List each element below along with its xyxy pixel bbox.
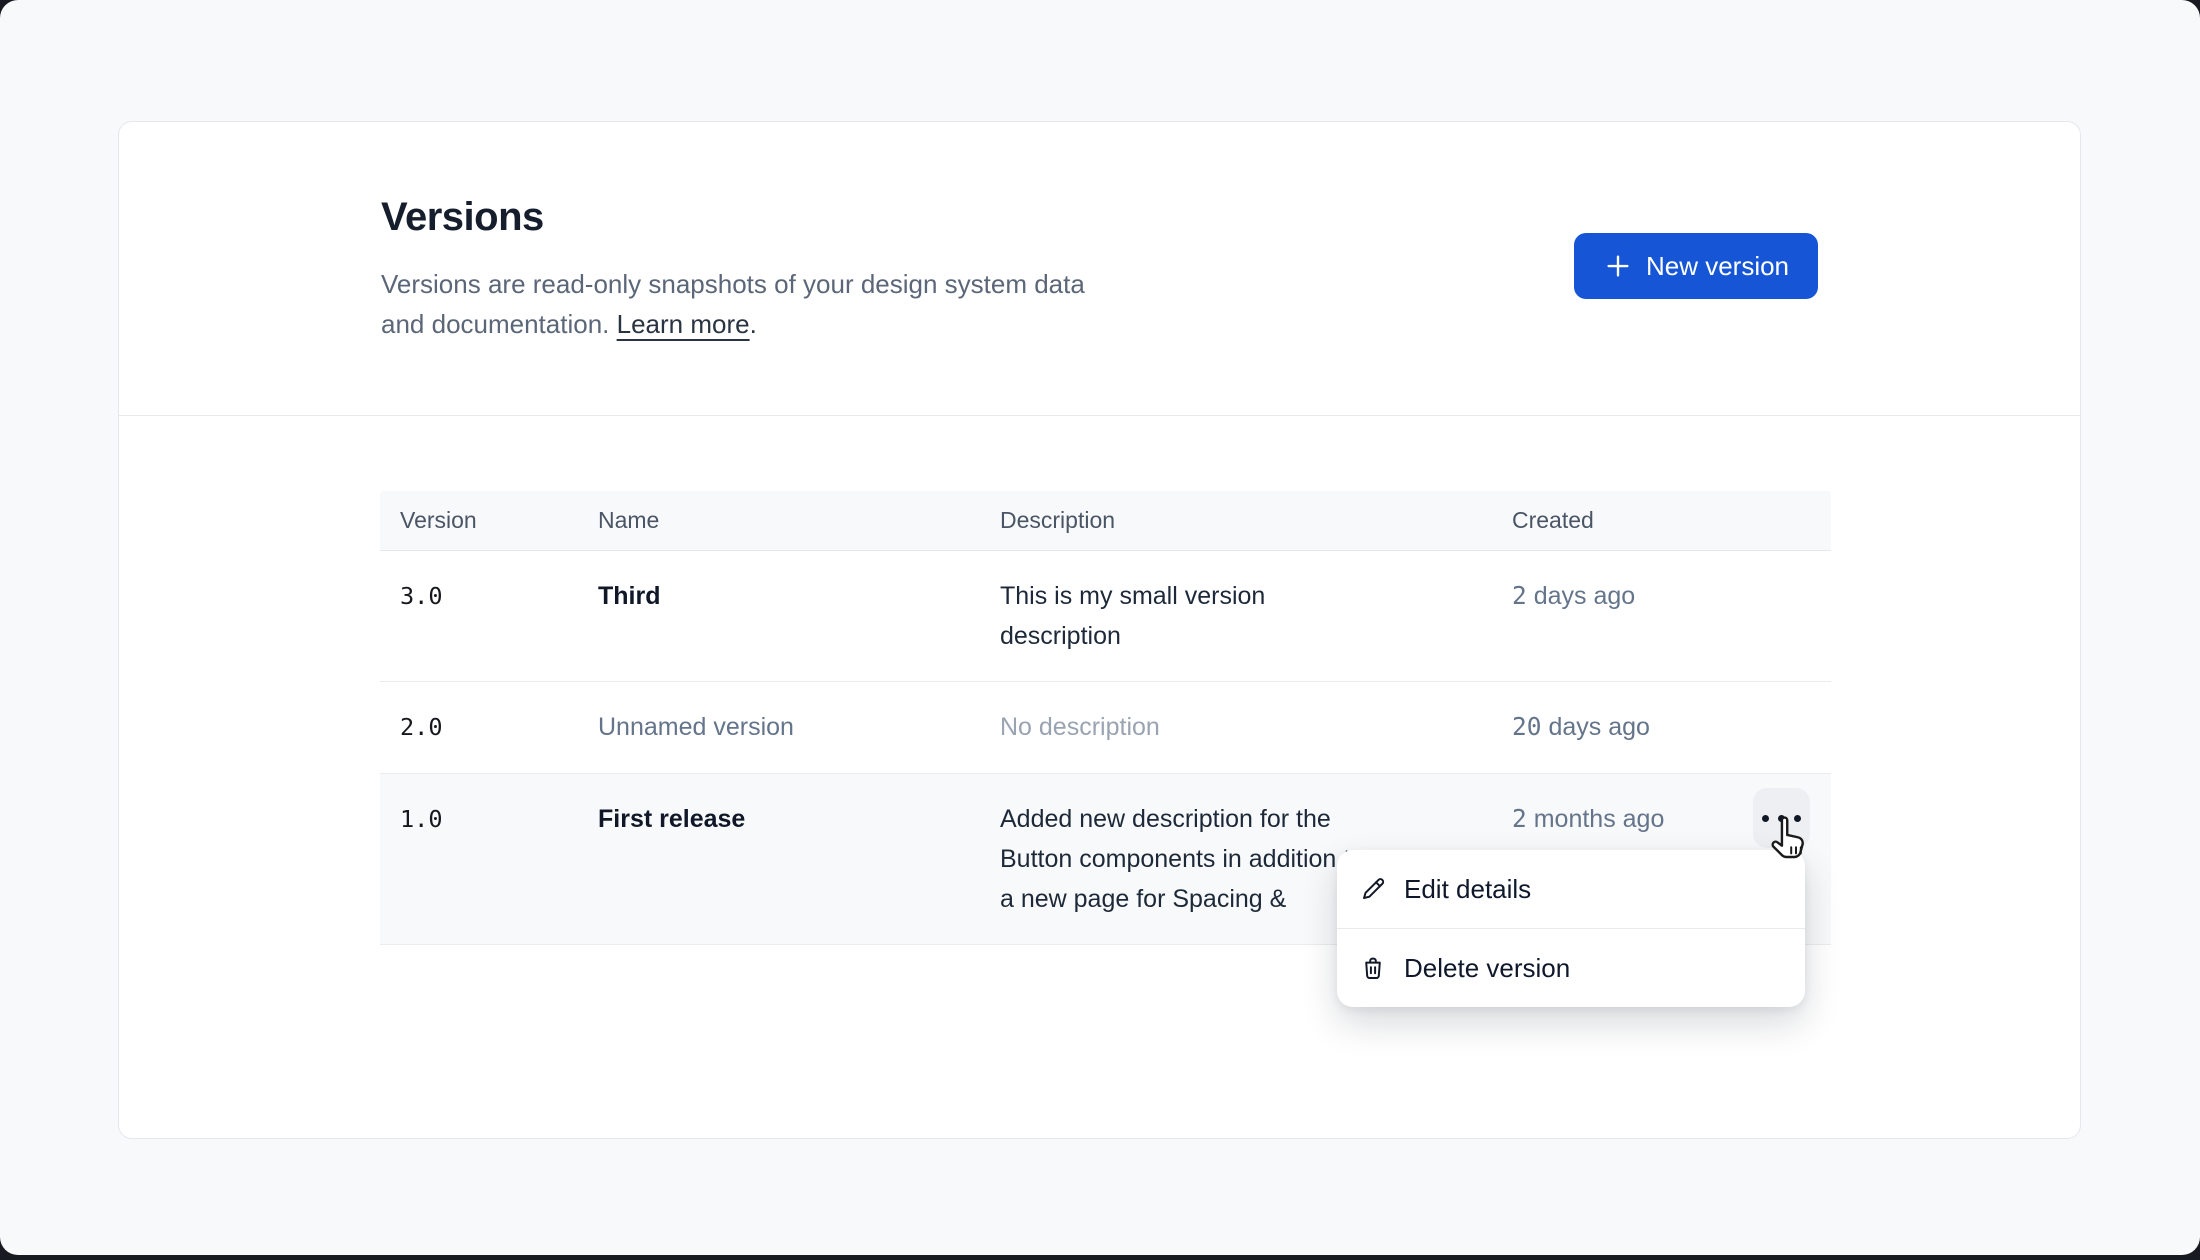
name-cell: First release [598,805,746,833]
description-cell: This is my small version description [1000,582,1266,650]
table-row-version-2: 2.0 Unnamed version No description 20 da… [380,682,1831,774]
version-cell: 2.0 [400,713,443,741]
description-cell: Added new description for the Button com… [1000,805,1365,913]
menu-item-delete-version[interactable]: Delete version [1337,929,1805,1007]
description-period: . [749,309,757,339]
description-cell: No description [1000,713,1160,741]
actions-cell [1712,788,1831,848]
column-header-version: Version [400,507,477,533]
page-description: Versions are read-only snapshots of your… [381,264,1085,344]
new-version-label: New version [1645,250,1790,281]
column-header-created: Created [1512,507,1594,533]
ellipsis-icon [1762,814,1769,822]
description-line-2: and documentation. [381,309,610,339]
pencil-icon [1363,878,1385,899]
menu-item-edit-details[interactable]: Edit details [1337,850,1805,928]
description-line-1: Versions are read-only snapshots of your… [381,269,1085,299]
card-divider [119,415,2080,416]
more-actions-button[interactable] [1753,788,1810,848]
versions-table: Version Name Description Created 3.0 Thi… [380,491,1831,945]
trash-icon [1365,957,1381,980]
page-title: Versions [381,195,544,239]
column-header-name: Name [598,507,660,533]
version-cell: 3.0 [400,582,443,610]
created-cell: 2 months ago [1512,804,1665,833]
created-cell: 2 days ago [1512,581,1636,610]
learn-more-link[interactable]: Learn more [616,309,750,339]
name-cell: Third [598,582,661,610]
new-version-button[interactable]: New version [1574,233,1818,299]
name-cell: Unnamed version [598,713,794,741]
created-cell: 20 days ago [1512,712,1650,741]
column-header-description: Description [1000,507,1116,533]
table-header-row: Version Name Description Created [380,491,1831,551]
version-cell: 1.0 [400,805,443,833]
menu-divider [1337,928,1805,929]
versions-card: Versions Versions are read-only snapshot… [118,121,2081,1139]
table-row-version-3: 3.0 Third This is my small version descr… [380,551,1831,682]
row-actions-menu: Edit details Delete version [1337,850,1805,1007]
plus-icon [1607,255,1629,277]
